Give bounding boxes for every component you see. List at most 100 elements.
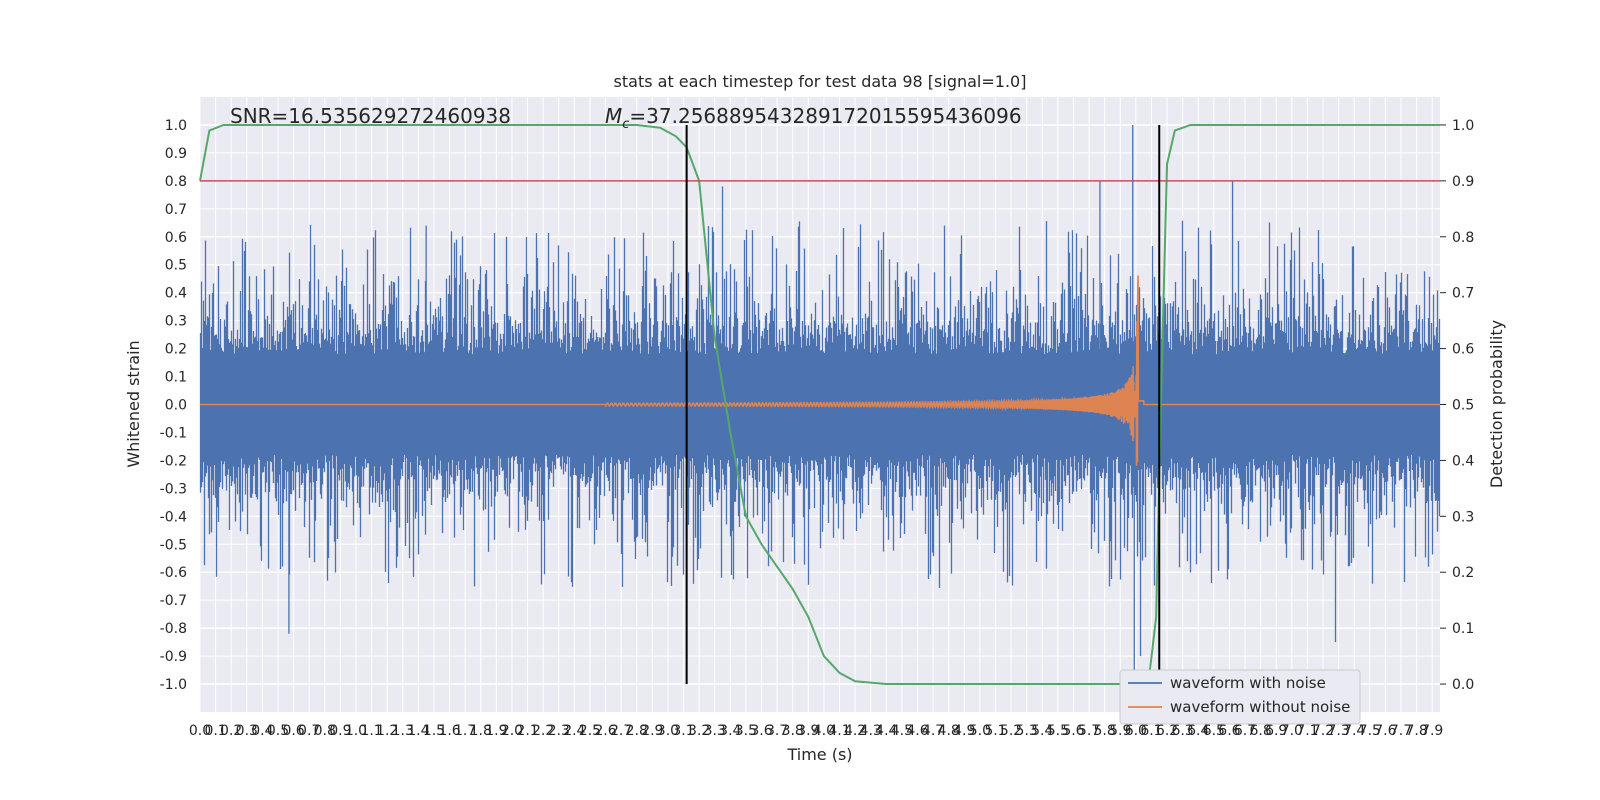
x-tick-label: 4.2 bbox=[844, 723, 866, 739]
y2-tick-label: 1.0 bbox=[1452, 118, 1474, 134]
x-tick-label: 1.7 bbox=[454, 723, 476, 739]
x-tick-label: 0.0 bbox=[189, 723, 211, 739]
x-tick-label: 3.3 bbox=[704, 723, 726, 739]
x-tick-label: 7.4 bbox=[1343, 723, 1365, 739]
legend: waveform with noise waveform without noi… bbox=[1119, 669, 1361, 725]
x-tick-label: 1.0 bbox=[345, 723, 367, 739]
y-tick-label: 0.2 bbox=[165, 342, 187, 358]
x-tick-label: 0.2 bbox=[220, 723, 242, 739]
chirp-waveform-path bbox=[200, 275, 1440, 466]
x-axis-label: Time (s) bbox=[786, 745, 852, 764]
y-tick-label: 0.0 bbox=[165, 398, 187, 414]
y-tick-label: -0.3 bbox=[160, 481, 187, 497]
x-tick-label: 0.9 bbox=[329, 723, 351, 739]
y-tick-label: -0.4 bbox=[160, 509, 187, 525]
x-tick-label: 6.4 bbox=[1187, 723, 1209, 739]
x-tick-label: 7.3 bbox=[1327, 723, 1349, 739]
tick-labels: 0.00.10.20.30.40.50.60.70.80.91.01.11.21… bbox=[160, 118, 1475, 739]
y-tick-label: 0.3 bbox=[165, 314, 187, 330]
x-tick-label: 5.3 bbox=[1016, 723, 1038, 739]
x-tick-label: 3.1 bbox=[672, 723, 694, 739]
x-tick-label: 3.5 bbox=[735, 723, 757, 739]
x-tick-label: 6.0 bbox=[1125, 723, 1147, 739]
x-tick-label: 6.7 bbox=[1234, 723, 1256, 739]
x-tick-label: 7.0 bbox=[1281, 723, 1303, 739]
x-tick-label: 3.8 bbox=[782, 723, 804, 739]
snr-annotation: SNR=16.535629272460938 bbox=[230, 104, 511, 128]
x-tick-label: 5.2 bbox=[1000, 723, 1022, 739]
x-tick-label: 6.6 bbox=[1218, 723, 1240, 739]
x-tick-label: 1.2 bbox=[376, 723, 398, 739]
y2-tick-label: 0.6 bbox=[1452, 342, 1474, 358]
y-tick-label: 0.6 bbox=[165, 230, 187, 246]
y2-tick-label: 0.8 bbox=[1452, 230, 1474, 246]
x-tick-label: 2.8 bbox=[626, 723, 648, 739]
y-tick-label: -0.8 bbox=[160, 621, 187, 637]
x-tick-label: 1.9 bbox=[485, 723, 507, 739]
x-tick-label: 5.0 bbox=[969, 723, 991, 739]
mc-subscript: c bbox=[622, 117, 629, 132]
x-tick-label: 1.5 bbox=[423, 723, 445, 739]
y2-axis-label: Detection probability bbox=[1487, 320, 1506, 488]
x-tick-label: 7.7 bbox=[1390, 723, 1412, 739]
x-tick-label: 4.5 bbox=[891, 723, 913, 739]
y-tick-label: -0.5 bbox=[160, 537, 187, 553]
y2-tick-label: 0.7 bbox=[1452, 286, 1474, 302]
x-tick-label: 2.9 bbox=[641, 723, 663, 739]
x-tick-label: 4.6 bbox=[906, 723, 928, 739]
y-tick-label: 0.8 bbox=[165, 174, 187, 190]
x-tick-label: 0.4 bbox=[251, 723, 273, 739]
y-tick-label: 0.1 bbox=[165, 370, 187, 386]
x-tick-label: 4.3 bbox=[860, 723, 882, 739]
x-tick-label: 2.6 bbox=[594, 723, 616, 739]
legend-label-noise: waveform with noise bbox=[1170, 674, 1326, 692]
legend-box bbox=[1119, 669, 1361, 725]
y-tick-label: -0.7 bbox=[160, 593, 187, 609]
x-tick-label: 5.4 bbox=[1031, 723, 1053, 739]
x-tick-label: 2.4 bbox=[563, 723, 585, 739]
y2-tick-label: 0.3 bbox=[1452, 509, 1474, 525]
x-tick-label: 0.1 bbox=[204, 723, 226, 739]
y-tick-label: -0.1 bbox=[160, 425, 187, 441]
x-tick-label: 3.4 bbox=[719, 723, 741, 739]
x-tick-label: 1.3 bbox=[392, 723, 414, 739]
x-tick-label: 3.0 bbox=[657, 723, 679, 739]
x-tick-label: 2.0 bbox=[501, 723, 523, 739]
x-tick-label: 7.8 bbox=[1405, 723, 1427, 739]
x-tick-label: 0.5 bbox=[267, 723, 289, 739]
y2-tick-label: 0.0 bbox=[1452, 677, 1474, 693]
x-tick-label: 1.1 bbox=[360, 723, 382, 739]
y2-tick-label: 0.4 bbox=[1452, 453, 1474, 469]
x-tick-label: 6.9 bbox=[1265, 723, 1287, 739]
x-tick-label: 0.7 bbox=[298, 723, 320, 739]
y-tick-label: 0.5 bbox=[165, 258, 187, 274]
y-tick-label: -0.9 bbox=[160, 649, 187, 665]
x-tick-label: 3.9 bbox=[797, 723, 819, 739]
x-tick-label: 4.8 bbox=[938, 723, 960, 739]
y2-tick-label: 0.1 bbox=[1452, 621, 1474, 637]
y-tick-label: 0.4 bbox=[165, 286, 187, 302]
x-tick-label: 4.1 bbox=[828, 723, 850, 739]
x-tick-label: 6.5 bbox=[1203, 723, 1225, 739]
mc-annotation: Mc=37.256889543289172015595436096 bbox=[605, 104, 1022, 132]
mc-symbol: M bbox=[605, 104, 622, 128]
x-tick-label: 3.7 bbox=[766, 723, 788, 739]
x-tick-label: 2.1 bbox=[516, 723, 538, 739]
x-tick-label: 2.7 bbox=[610, 723, 632, 739]
y2-tick-label: 0.5 bbox=[1452, 398, 1474, 414]
x-tick-label: 4.7 bbox=[922, 723, 944, 739]
x-tick-label: 5.5 bbox=[1047, 723, 1069, 739]
x-tick-label: 7.6 bbox=[1374, 723, 1396, 739]
y2-tick-label: 0.9 bbox=[1452, 174, 1474, 190]
x-tick-label: 0.8 bbox=[314, 723, 336, 739]
y-tick-label: -0.6 bbox=[160, 565, 187, 581]
x-tick-label: 5.1 bbox=[984, 723, 1006, 739]
x-tick-label: 4.0 bbox=[813, 723, 835, 739]
reference-lines bbox=[200, 124, 1440, 685]
x-tick-label: 6.8 bbox=[1249, 723, 1271, 739]
x-tick-label: 6.1 bbox=[1140, 723, 1162, 739]
x-tick-label: 0.3 bbox=[236, 723, 258, 739]
x-tick-label: 5.6 bbox=[1062, 723, 1084, 739]
